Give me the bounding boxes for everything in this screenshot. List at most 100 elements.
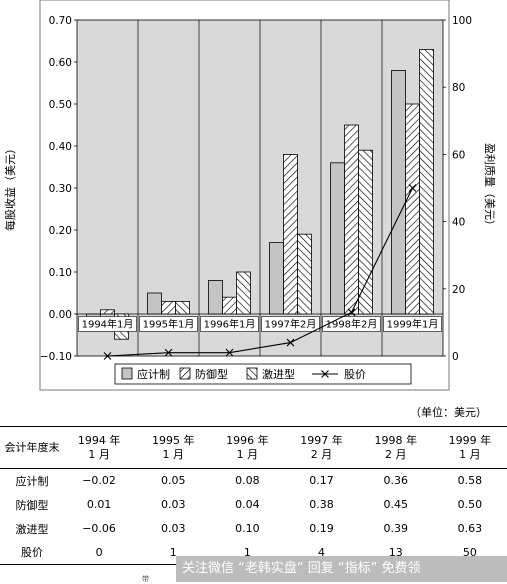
category-label: 1996年1月: [204, 318, 256, 331]
category-label-box: [139, 316, 198, 332]
category-label: 1994年1月: [82, 318, 134, 331]
bar: [236, 271, 251, 315]
bar: [222, 296, 237, 315]
right-tick-label: 60: [452, 149, 465, 161]
left-tick-label: 0.10: [49, 267, 72, 279]
watermark-banner: 关注微信 “老韩实盘” 回复 “指标” 免费领: [176, 556, 507, 582]
table-row: 防御型 0.01 0.03 0.04 0.38 0.45 0.50: [0, 493, 507, 517]
stock-price-marker: [164, 348, 173, 357]
marker-stroke: [408, 184, 417, 192]
stock-price-marker: [408, 184, 417, 192]
left-tick-label: 0.00: [49, 309, 72, 321]
category-label-box: [383, 316, 442, 332]
legend-swatch: [179, 367, 191, 380]
table-cell: −0.06: [82, 522, 116, 535]
table-row: 激进型 −0.06 0.03 0.10 0.19 0.39 0.63: [0, 517, 507, 541]
table-cell: −0.02: [82, 474, 116, 488]
stock-price-marker: [347, 308, 356, 317]
legend-label: 防御型: [195, 367, 228, 381]
category-label-box: [322, 316, 381, 332]
right-tick-label: 80: [452, 82, 465, 94]
left-tick-label: 0.60: [49, 57, 72, 69]
category-label-box: [200, 316, 259, 332]
stock-price-marker: [225, 348, 234, 357]
right-axis-label: 盈利质量（美元）: [483, 143, 496, 231]
left-tick-label: 0.40: [49, 141, 72, 153]
legend-swatch: [246, 367, 258, 380]
right-tick-label: 20: [452, 284, 465, 296]
bar: [100, 309, 115, 315]
marker-stroke: [225, 348, 234, 357]
table-cell: 0.03: [160, 522, 186, 535]
table-cell: 0.04: [235, 498, 260, 511]
table-cell: 0.36: [383, 474, 408, 488]
bar: [419, 49, 434, 315]
bar: [147, 292, 162, 315]
bar: [161, 300, 176, 315]
table-cell: 0.38: [309, 498, 334, 511]
left-tick-label: 0.20: [49, 225, 72, 237]
table-cell: 0.17: [309, 474, 334, 488]
bar: [330, 162, 345, 315]
category-label-box: [78, 316, 137, 332]
stock-price-line: [107, 187, 413, 357]
table-cell: 0.08: [235, 474, 260, 488]
legend-label: 股价: [344, 368, 366, 381]
right-tick-label: 100: [452, 15, 472, 27]
left-tick-label: 0.70: [49, 15, 72, 27]
left-axis-label: 每股收益（美元）: [3, 143, 17, 231]
table-header-rowlabel: 会计年度末: [0, 426, 62, 469]
stock-price-marker: [103, 352, 112, 360]
table-row-label: 应计制: [15, 474, 49, 488]
left-tick-label: 0.30: [49, 183, 72, 195]
right-tick-label: 0: [452, 351, 459, 363]
bar: [405, 103, 420, 315]
unit-note: （单位：美元）: [410, 406, 487, 419]
bar: [269, 242, 284, 315]
bar: [391, 70, 406, 315]
bar: [175, 300, 190, 315]
marker-stroke: [347, 308, 356, 317]
table-row-label: 激进型: [15, 522, 49, 536]
legend-swatch: [121, 367, 133, 380]
chart: −0.10 0.00 0.10 0.20 0.30 0.40 0.50 0.60 0.70 0 20…: [3, 0, 496, 391]
legend-label: 激进型: [262, 367, 295, 381]
table-cell: 0.03: [160, 498, 186, 511]
category-label: 1995年1月: [143, 318, 195, 331]
table-cell: 0.50: [457, 498, 483, 511]
table-cell: 0.01: [86, 498, 112, 511]
table-row-label: 防御型: [15, 498, 49, 512]
table-cell: 0.10: [235, 522, 260, 535]
table-cell: 0.45: [383, 498, 408, 511]
left-tick-label: 0.50: [49, 99, 72, 111]
table-cell: 0.58: [457, 474, 483, 488]
table-cell: 0.39: [383, 522, 408, 535]
table-row: 应计制 −0.02 0.05 0.08 0.17 0.36 0.58: [0, 469, 507, 493]
legend: 应计制 防御型 激进型 股价: [114, 363, 412, 385]
left-tick-label: −0.10: [40, 351, 72, 363]
marker-stroke: [286, 338, 295, 347]
bar: [208, 279, 223, 315]
table-row-label: 股价: [0, 540, 62, 565]
marker-stroke: [103, 352, 112, 360]
bar: [283, 153, 298, 315]
bar: [297, 233, 312, 315]
category-label: 1997年2月: [265, 318, 317, 331]
footer-fragment: 带: [142, 575, 149, 583]
bar: [358, 149, 373, 315]
legend-marker: [321, 370, 329, 378]
stock-price-marker: [286, 338, 295, 347]
right-tick-label: 40: [452, 217, 465, 229]
table-cell: 0: [62, 540, 137, 565]
chart-svg: −0.10 0.00 0.10 0.20 0.30 0.40 0.50 0.60 0.70 0 20…: [3, 0, 496, 391]
category-label: 1999年1月: [387, 318, 439, 331]
chart-frame: [39, 0, 450, 391]
